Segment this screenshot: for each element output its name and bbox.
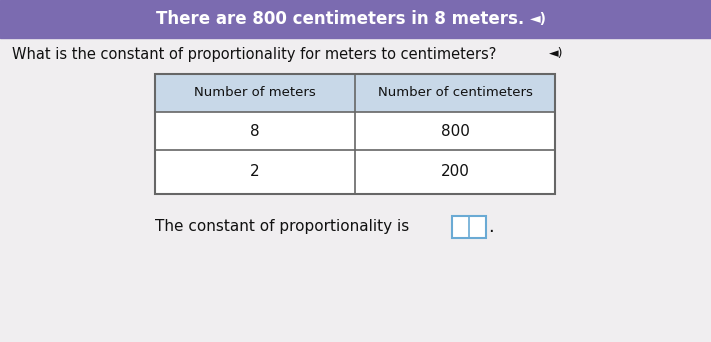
Bar	[0, 38, 711, 342]
Bar	[155, 74, 555, 194]
Bar	[0, 0, 711, 38]
Text: The constant of proportionality is: The constant of proportionality is	[155, 220, 410, 235]
Text: 8: 8	[250, 123, 260, 139]
Text: What is the constant of proportionality for meters to centimeters?: What is the constant of proportionality …	[12, 47, 496, 62]
Text: 200: 200	[441, 165, 469, 180]
Text: .: .	[488, 218, 493, 236]
Text: Number of centimeters: Number of centimeters	[378, 87, 533, 100]
Text: There are 800 centimeters in 8 meters.: There are 800 centimeters in 8 meters.	[156, 10, 524, 28]
Bar	[452, 216, 486, 238]
Text: ◄): ◄)	[549, 48, 564, 61]
Bar	[155, 74, 555, 112]
Bar	[155, 74, 555, 194]
Text: 800: 800	[441, 123, 469, 139]
Text: Number of meters: Number of meters	[194, 87, 316, 100]
Text: 2: 2	[250, 165, 260, 180]
Bar	[452, 216, 486, 238]
Text: ◄): ◄)	[530, 12, 547, 26]
